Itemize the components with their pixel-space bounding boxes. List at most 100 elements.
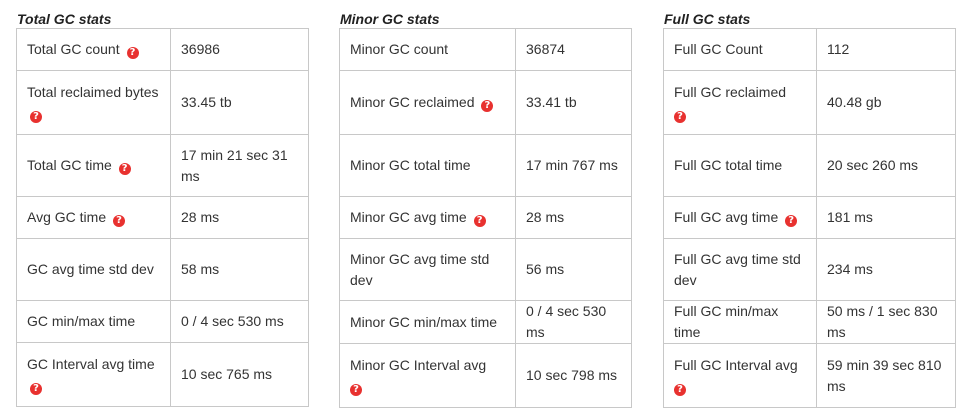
stat-label-cell: Minor GC total time [339, 134, 516, 197]
stat-value: 36986 [170, 28, 309, 71]
question-circle-icon[interactable]: ? [350, 383, 362, 396]
stat-label-cell: Minor GC Interval avg? [339, 343, 516, 408]
question-circle-icon[interactable]: ? [785, 215, 798, 227]
question-circle-icon[interactable]: ? [126, 47, 139, 59]
stat-row: Full GC avg time ? 181 ms [663, 196, 956, 239]
stat-label-cell: Total reclaimed bytes ? [16, 70, 171, 135]
stat-row: Minor GC avg time ? 28 ms [339, 196, 632, 239]
stat-label-cell: GC avg time std dev [16, 238, 171, 301]
full-gc-stats-table: Full GC Count 112 Full GC reclaimed? 40.48 … [663, 28, 956, 408]
stat-row: Total reclaimed bytes ? 33.45 tb [16, 70, 309, 135]
stat-label-cell: Minor GC avg time std dev [339, 238, 516, 301]
stat-value: 0 / 4 sec 530 ms [170, 300, 309, 343]
stat-label: Avg GC time [27, 209, 107, 225]
stat-label: Full GC avg time [674, 209, 779, 225]
stat-label: Full GC Interval avg [674, 356, 798, 373]
stat-label-cell: Total GC count ? [16, 28, 171, 71]
stat-row: Minor GC min/max time 0 / 4 sec 530 ms [339, 300, 632, 344]
question-circle-icon[interactable]: ? [473, 215, 486, 227]
stat-value: 58 ms [170, 238, 309, 301]
stat-label-cell: Full GC total time [663, 134, 817, 197]
stat-value: 28 ms [515, 196, 632, 239]
stat-value: 56 ms [515, 238, 632, 301]
stat-label: GC min/max time [27, 313, 136, 329]
stat-row: Full GC Count 112 [663, 28, 956, 71]
stat-row: Minor GC total time 17 min 767 ms [339, 134, 632, 197]
stat-label: Full GC total time [674, 157, 783, 173]
stat-value: 33.45 tb [170, 70, 309, 135]
stat-row: Minor GC count 36874 [339, 28, 632, 71]
stat-label: Full GC reclaimed [674, 83, 787, 100]
stat-label-cell: Full GC avg time std dev [663, 238, 817, 301]
stat-value: 40.48 gb [816, 70, 956, 135]
stat-label-cell: GC Interval avg time ? [16, 342, 171, 407]
stat-label-cell: Full GC Interval avg? [663, 343, 817, 408]
stat-label: Minor GC Interval avg [350, 356, 487, 373]
stat-label: Minor GC count [350, 41, 449, 57]
total-gc-stats-panel: Total GC stats Total GC count ? 36986 Tota… [16, 8, 309, 407]
stat-row: Total GC time ? 17 min 21 sec 31 ms [16, 134, 309, 197]
stat-row: GC min/max time 0 / 4 sec 530 ms [16, 300, 309, 343]
stat-label: Minor GC min/max time [350, 313, 498, 330]
stat-row: Minor GC avg time std dev 56 ms [339, 238, 632, 301]
stat-row: Minor GC reclaimed ? 33.41 tb [339, 70, 632, 135]
full-gc-stats-title: Full GC stats [664, 11, 751, 27]
question-circle-icon[interactable]: ? [113, 215, 125, 227]
stat-label-cell: Minor GC min/max time [339, 300, 516, 344]
stat-label-cell: Full GC min/max time [663, 300, 817, 344]
stat-label: Full GC avg time std dev [674, 250, 801, 288]
question-circle-icon[interactable]: ? [481, 100, 494, 112]
stat-label: GC Interval avg time [27, 355, 155, 372]
stat-value: 28 ms [170, 196, 309, 239]
stat-value: 33.41 tb [515, 70, 632, 135]
question-circle-icon[interactable]: ? [674, 110, 686, 123]
minor-gc-stats-title: Minor GC stats [340, 11, 440, 27]
stat-label: Total reclaimed bytes [27, 83, 159, 100]
stat-label-cell: Minor GC avg time ? [339, 196, 516, 239]
stat-label-cell: Minor GC count [339, 28, 516, 71]
stat-label-cell: GC min/max time [16, 300, 171, 343]
stat-row: Full GC min/max time 50 ms / 1 sec 830 ms [663, 300, 956, 344]
stat-row: Avg GC time ? 28 ms [16, 196, 309, 239]
stat-label-cell: Full GC reclaimed? [663, 70, 817, 135]
minor-gc-stats-table: Minor GC count 36874 Minor GC reclaimed ? 3… [339, 28, 632, 408]
question-circle-icon[interactable]: ? [30, 382, 42, 395]
stat-label: Full GC Count [674, 41, 763, 57]
total-gc-stats-table: Total GC count ? 36986 Total reclaimed byt… [16, 28, 309, 407]
stat-row: Full GC Interval avg? 59 min 39 sec 810 m… [663, 343, 956, 408]
stat-value: 10 sec 765 ms [170, 342, 309, 407]
question-circle-icon[interactable]: ? [30, 110, 42, 123]
stat-row: Full GC reclaimed? 40.48 gb [663, 70, 956, 135]
full-gc-stats-panel: Full GC stats Full GC Count 112 Full GC re… [663, 8, 956, 408]
stat-label: Minor GC avg time [350, 209, 467, 225]
stat-value: 0 / 4 sec 530 ms [515, 300, 632, 344]
stat-label-cell: Minor GC reclaimed ? [339, 70, 516, 135]
stat-label: Minor GC total time [350, 157, 471, 173]
total-gc-stats-title: Total GC stats [17, 11, 112, 27]
stat-value: 20 sec 260 ms [816, 134, 956, 197]
stat-row: GC Interval avg time ? 10 sec 765 ms [16, 342, 309, 407]
stat-label: Minor GC reclaimed [350, 94, 475, 110]
stat-row: Minor GC Interval avg? 10 sec 798 ms [339, 343, 632, 408]
stat-value: 17 min 767 ms [515, 134, 632, 197]
stat-label: Full GC min/max time [674, 303, 779, 340]
stat-label-cell: Total GC time ? [16, 134, 171, 197]
stat-row: Full GC avg time std dev 234 ms [663, 238, 956, 301]
stat-label-cell: Full GC Count [663, 28, 817, 71]
stat-label: Total GC time [27, 157, 112, 173]
stat-value: 17 min 21 sec 31 ms [170, 134, 309, 197]
minor-gc-stats-panel: Minor GC stats Minor GC count 36874 Minor … [339, 8, 632, 408]
stat-label-cell: Full GC avg time ? [663, 196, 817, 239]
stat-label-cell: Avg GC time ? [16, 196, 171, 239]
stat-value: 10 sec 798 ms [515, 343, 632, 408]
stat-value: 59 min 39 sec 810 ms [816, 343, 956, 408]
stat-value: 112 [816, 28, 956, 71]
stat-value: 234 ms [816, 238, 956, 301]
stat-value: 181 ms [816, 196, 956, 239]
stat-value: 36874 [515, 28, 632, 71]
question-circle-icon[interactable]: ? [674, 383, 686, 396]
question-circle-icon[interactable]: ? [118, 163, 131, 175]
stat-value: 50 ms / 1 sec 830 ms [816, 300, 956, 344]
stat-row: GC avg time std dev 58 ms [16, 238, 309, 301]
stat-label: GC avg time std dev [27, 261, 154, 277]
